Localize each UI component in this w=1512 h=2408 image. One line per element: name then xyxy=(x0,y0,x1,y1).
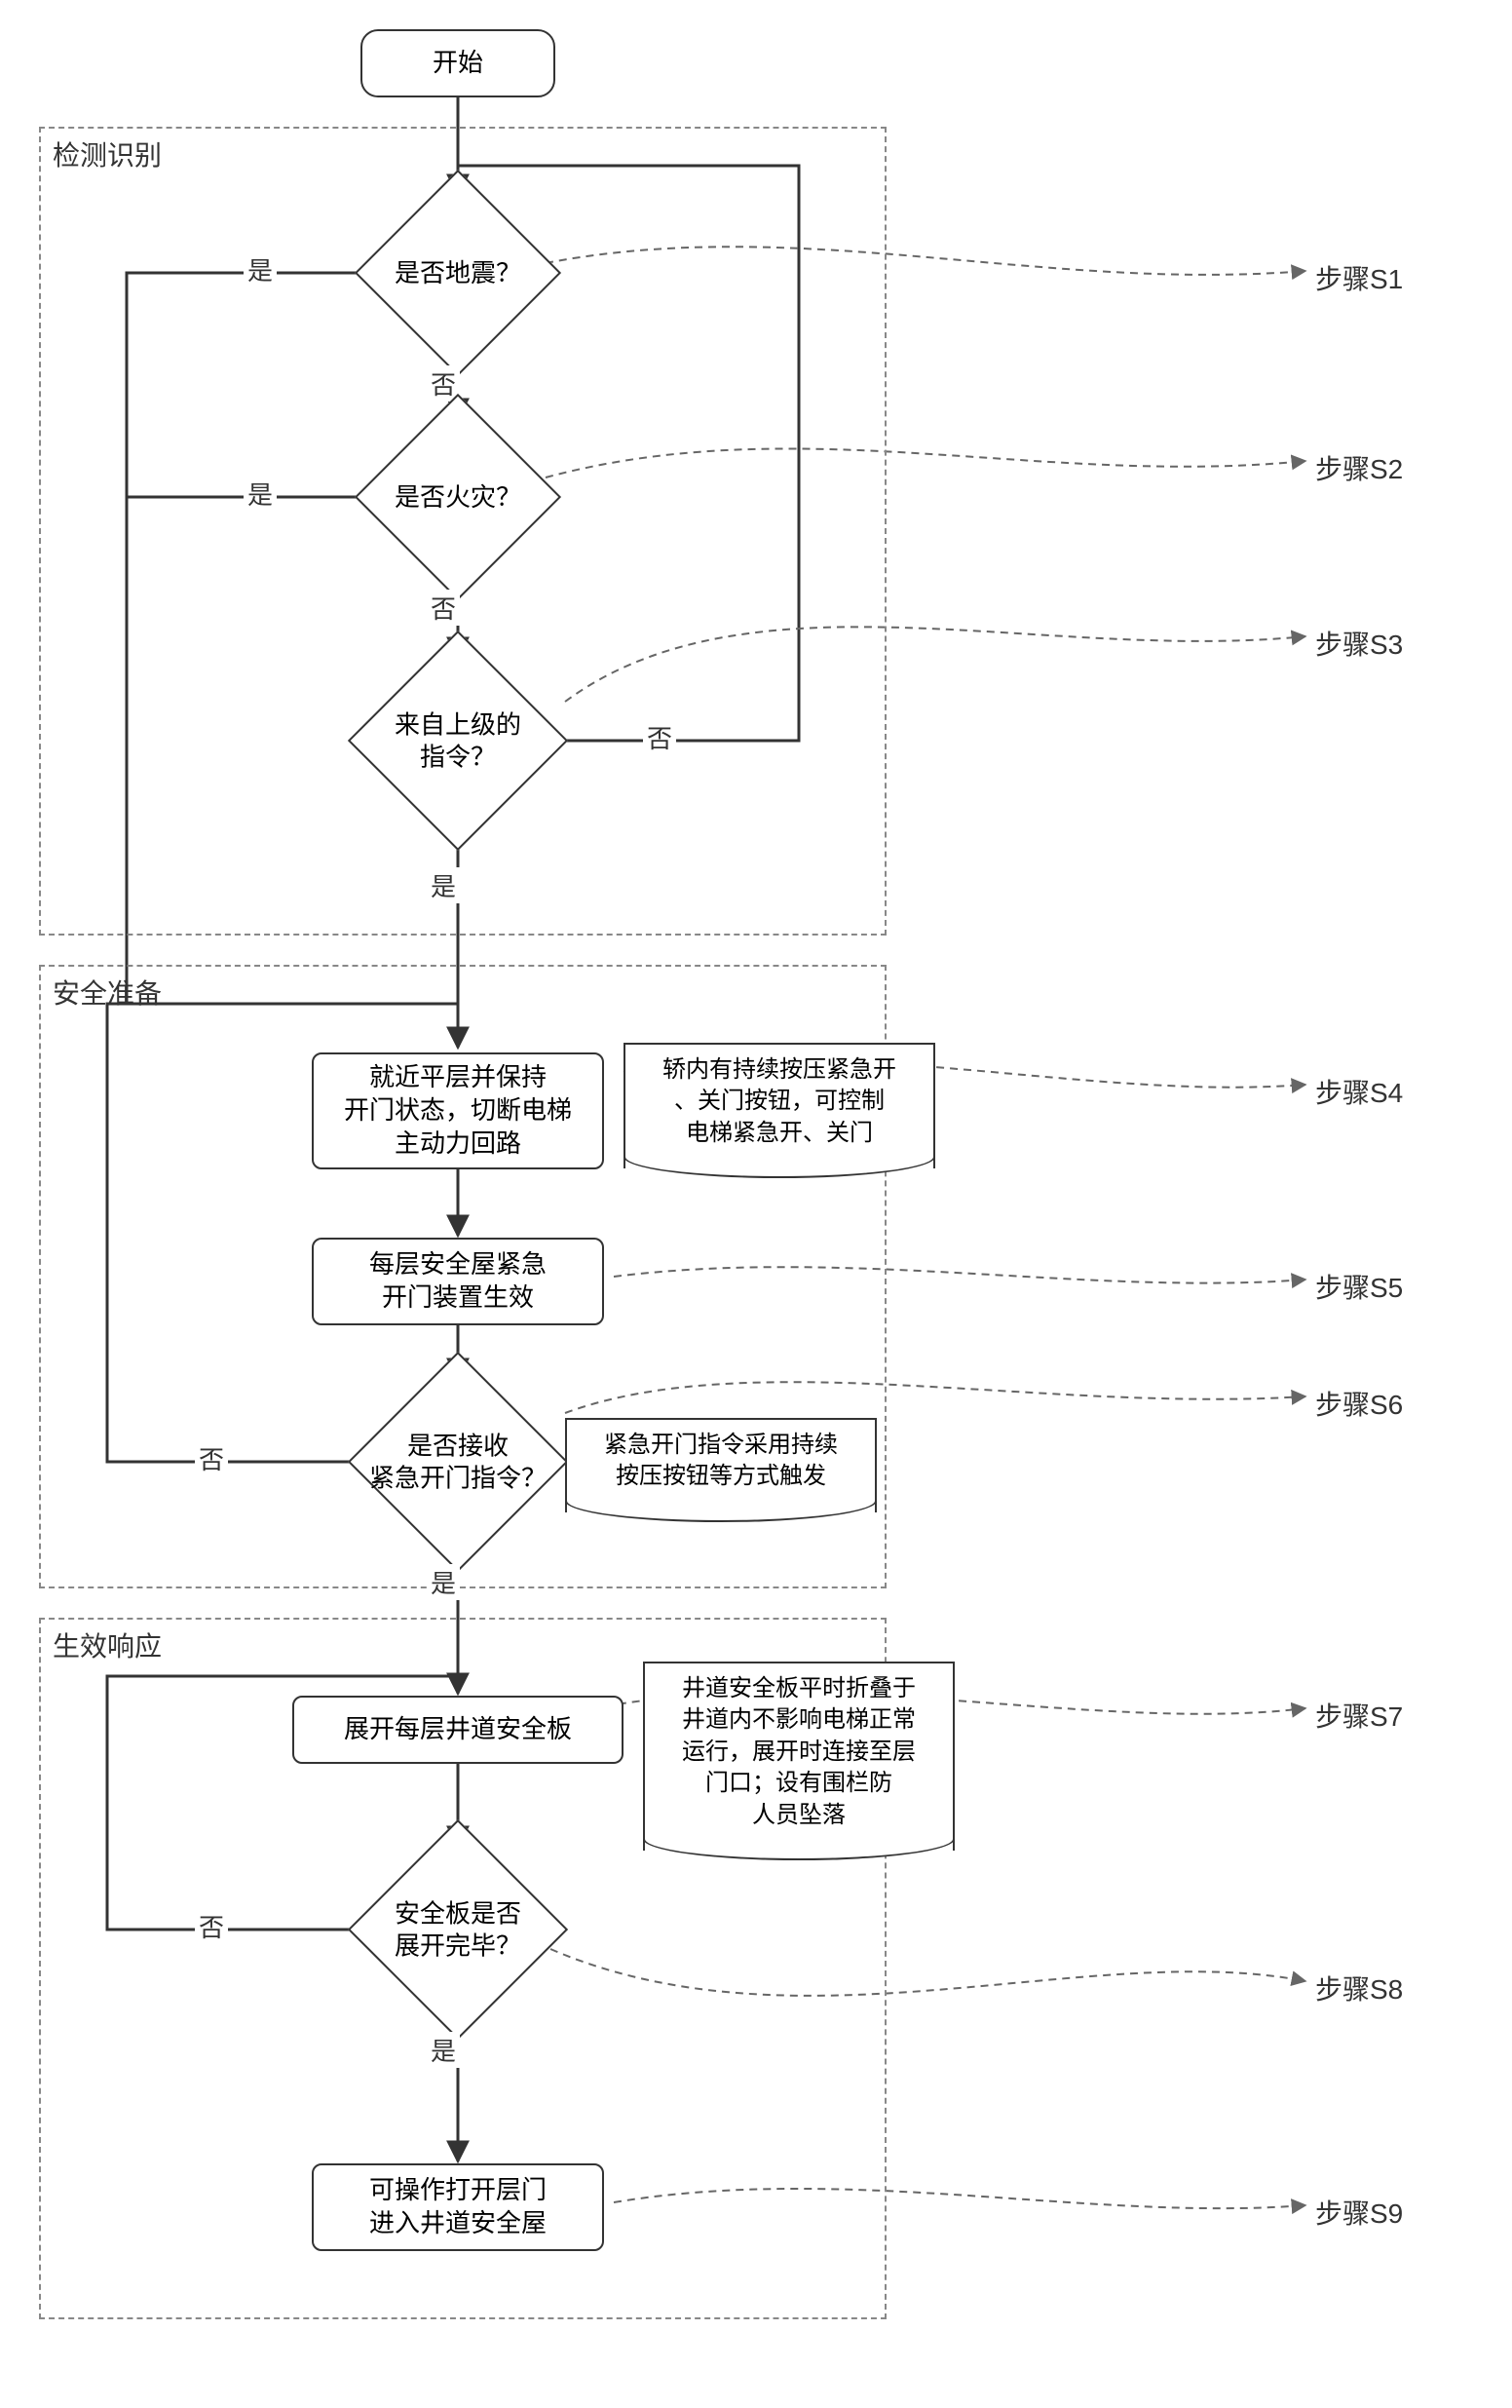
process-deploy-panel-label: 展开每层井道安全板 xyxy=(344,1713,572,1746)
step-s1: 步骤S1 xyxy=(1315,258,1403,297)
group-response-label: 生效响应 xyxy=(53,1625,162,1664)
d4-yes-label: 是 xyxy=(427,1564,460,1600)
decision-receive-open-label: 是否接收 紧急开门指令？ xyxy=(341,1431,575,1494)
step-s3: 步骤S3 xyxy=(1315,624,1403,663)
start-label: 开始 xyxy=(433,47,483,80)
process-safe-room-door: 每层安全屋紧急 开门装置生效 xyxy=(312,1238,604,1325)
decision-earthquake: 是否地震？ xyxy=(385,200,531,346)
note-panel-fold: 井道安全板平时折叠于 井道内不影响电梯正常 运行，展开时连接至层 门口；设有围栏… xyxy=(643,1662,955,1851)
d2-no-label: 否 xyxy=(427,590,460,626)
d5-no-label: 否 xyxy=(195,1908,228,1944)
step-s9: 步骤S9 xyxy=(1315,2193,1403,2232)
d3-yes-label: 是 xyxy=(427,867,460,903)
step-s6: 步骤S6 xyxy=(1315,1384,1403,1423)
d3-no-label: 否 xyxy=(643,719,676,755)
d1-yes-label: 是 xyxy=(244,251,277,287)
process-open-landing-door: 可操作打开层门 进入井道安全屋 xyxy=(312,2163,604,2251)
decision-earthquake-label: 是否地震？ xyxy=(349,257,568,289)
note-open-trigger: 紧急开门指令采用持续 按压按钮等方式触发 xyxy=(565,1418,877,1512)
note-car-buttons-text: 轿内有持续按压紧急开 、关门按钮，可控制 电梯紧急开、关门 xyxy=(662,1056,896,1146)
note-open-trigger-text: 紧急开门指令采用持续 按压按钮等方式触发 xyxy=(604,1432,838,1489)
note-car-buttons: 轿内有持续按压紧急开 、关门按钮，可控制 电梯紧急开、关门 xyxy=(624,1043,935,1168)
decision-fire-label: 是否火灾？ xyxy=(349,481,568,514)
step-s2: 步骤S2 xyxy=(1315,448,1403,487)
decision-receive-open: 是否接收 紧急开门指令？ xyxy=(380,1384,536,1540)
decision-panel-done: 安全板是否 展开完毕？ xyxy=(380,1852,536,2007)
step-s8: 步骤S8 xyxy=(1315,1968,1403,2007)
decision-superior-command-label: 来自上级的 指令？ xyxy=(341,709,575,773)
decision-panel-done-label: 安全板是否 展开完毕？ xyxy=(341,1898,575,1962)
start-node: 开始 xyxy=(360,29,555,97)
process-deploy-panel: 展开每层井道安全板 xyxy=(292,1696,624,1764)
process-level-and-open-label: 就近平层并保持 开门状态，切断电梯 主动力回路 xyxy=(344,1061,572,1160)
step-s7: 步骤S7 xyxy=(1315,1696,1403,1735)
group-safety-prep-label: 安全准备 xyxy=(53,973,162,1012)
d5-yes-label: 是 xyxy=(427,2032,460,2068)
process-safe-room-door-label: 每层安全屋紧急 开门装置生效 xyxy=(369,1248,547,1315)
process-level-and-open: 就近平层并保持 开门状态，切断电梯 主动力回路 xyxy=(312,1052,604,1169)
d2-yes-label: 是 xyxy=(244,476,277,512)
group-detection-label: 检测识别 xyxy=(53,134,162,173)
step-s4: 步骤S4 xyxy=(1315,1072,1403,1111)
process-open-landing-door-label: 可操作打开层门 进入井道安全屋 xyxy=(369,2174,547,2240)
d4-no-label: 否 xyxy=(195,1440,228,1476)
flowchart-canvas: 开始 检测识别 是否地震？ 是 否 是否火灾？ 是 否 来自上级的 指令？ 否 … xyxy=(19,19,1493,2388)
decision-fire: 是否火灾？ xyxy=(385,424,531,570)
note-panel-fold-text: 井道安全板平时折叠于 井道内不影响电梯正常 运行，展开时连接至层 门口；设有围栏… xyxy=(682,1675,916,1828)
step-s5: 步骤S5 xyxy=(1315,1267,1403,1306)
decision-superior-command: 来自上级的 指令？ xyxy=(380,663,536,819)
